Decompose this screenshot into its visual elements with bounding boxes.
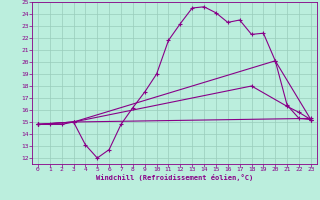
X-axis label: Windchill (Refroidissement éolien,°C): Windchill (Refroidissement éolien,°C) [96, 174, 253, 181]
